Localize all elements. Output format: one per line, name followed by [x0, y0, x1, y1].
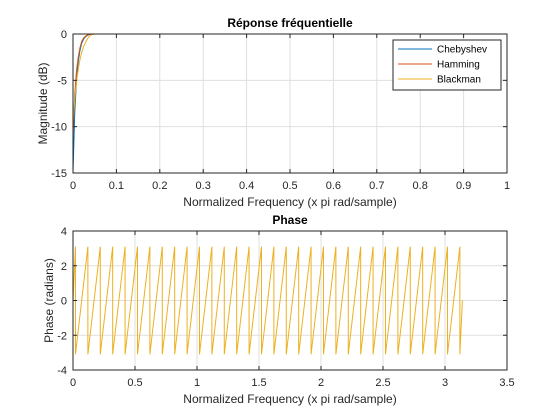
magnitude-axes[interactable]: 0 0.1 0.2 0.3 0.4 0.5 0.6 0.7 0.8 0.9 1 0 -5 -10 -15 R… [36, 16, 510, 209]
magnitude-x-label: Normalized Frequency (x pi rad/sample) [183, 195, 396, 209]
phase-y-tick-label: -4 [57, 365, 67, 377]
phase-y-tick-label: 0 [61, 296, 67, 308]
phase-x-tick-label: 3 [442, 377, 448, 389]
magnitude-x-tick-label: 0.9 [456, 180, 471, 192]
phase-ticks: 0 0.5 1 1.5 2 2.5 3 3.5 4 2 0 -2 -4 [57, 226, 514, 389]
magnitude-x-tick-label: 0.6 [326, 180, 341, 192]
magnitude-x-tick-label: 0.2 [152, 180, 167, 192]
phase-x-tick-label: 2 [318, 377, 324, 389]
magnitude-title: Réponse fréquentielle [227, 16, 353, 30]
magnitude-y-tick-label: -15 [51, 168, 67, 180]
phase-x-tick-label: 1 [194, 377, 200, 389]
magnitude-x-tick-label: 0.5 [282, 180, 297, 192]
phase-x-tick-label: 3.5 [499, 377, 514, 389]
phase-x-tick-label: 0 [70, 377, 76, 389]
magnitude-ticks: 0 0.1 0.2 0.3 0.4 0.5 0.6 0.7 0.8 0.9 1 0 -5 -10 -15 [51, 29, 510, 192]
magnitude-x-tick-label: 0.4 [239, 180, 254, 192]
legend-label-chebyshev: Chebyshev [437, 45, 487, 56]
phase-series-sawtooth [72, 246, 463, 355]
magnitude-y-label: Magnitude (dB) [36, 62, 50, 144]
magnitude-y-tick-label: 0 [61, 29, 67, 41]
phase-x-tick-label: 2.5 [375, 377, 390, 389]
legend-label-hamming: Hamming [437, 60, 480, 71]
magnitude-x-tick-label: 0.1 [109, 180, 124, 192]
magnitude-y-tick-label: -5 [57, 75, 67, 87]
phase-title: Phase [272, 213, 308, 227]
phase-x-tick-label: 1.5 [251, 377, 266, 389]
magnitude-x-tick-label: 0.3 [196, 180, 211, 192]
legend[interactable]: Chebyshev Hamming Blackman [392, 39, 502, 91]
phase-y-tick-label: -2 [57, 330, 67, 342]
phase-axes[interactable]: 0 0.5 1 1.5 2 2.5 3 3.5 4 2 0 -2 -4 Phase Normalized… [42, 213, 515, 406]
phase-x-label: Normalized Frequency (x pi rad/sample) [183, 392, 396, 406]
phase-y-tick-label: 2 [61, 261, 67, 273]
phase-x-tick-label: 0.5 [127, 377, 142, 389]
magnitude-x-tick-label: 0.7 [369, 180, 384, 192]
magnitude-x-tick-label: 1 [504, 180, 510, 192]
phase-y-label: Phase (radians) [42, 258, 56, 343]
phase-y-tick-label: 4 [61, 226, 67, 238]
legend-label-blackman: Blackman [437, 75, 481, 86]
magnitude-x-tick-label: 0.8 [413, 180, 428, 192]
magnitude-y-tick-label: -10 [51, 122, 67, 134]
phase-lines [72, 246, 463, 355]
magnitude-x-tick-label: 0 [70, 180, 76, 192]
legend-box [392, 39, 502, 91]
